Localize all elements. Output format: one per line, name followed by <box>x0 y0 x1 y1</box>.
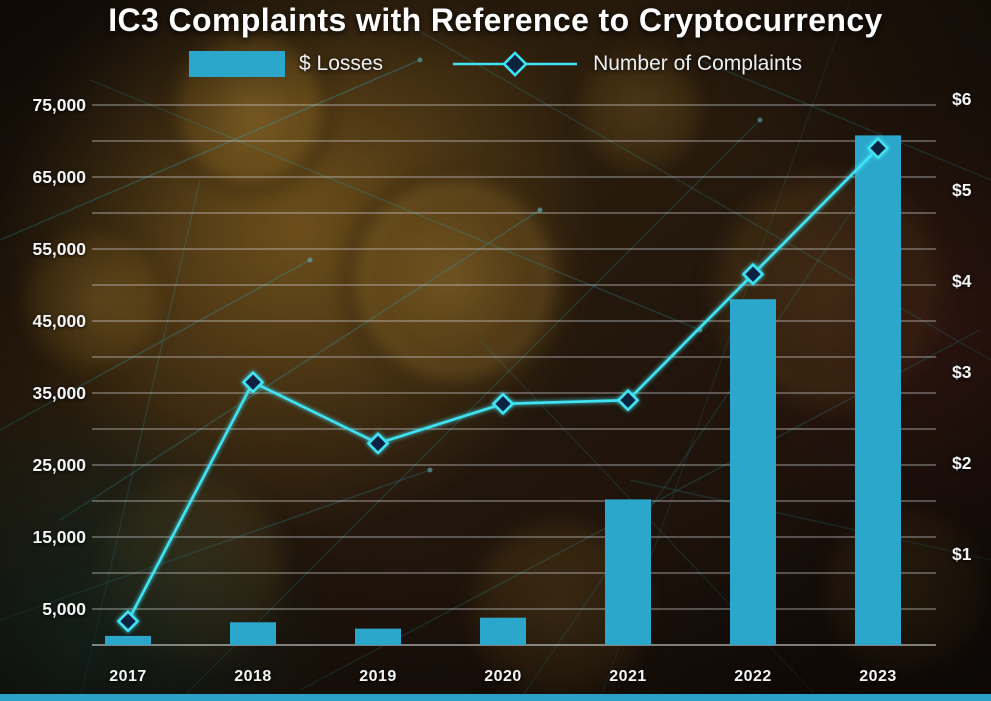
legend: $ Losses Number of Complaints <box>0 49 991 79</box>
legend-losses-swatch <box>189 51 285 77</box>
legend-losses-label: $ Losses <box>299 52 384 75</box>
bottom-accent-bar <box>0 694 991 701</box>
legend-complaints-swatch <box>453 51 578 77</box>
chart-title: IC3 Complaints with Reference to Cryptoc… <box>108 2 883 38</box>
legend-spacer <box>397 64 437 65</box>
legend-complaints-label: Number of Complaints <box>593 52 802 75</box>
